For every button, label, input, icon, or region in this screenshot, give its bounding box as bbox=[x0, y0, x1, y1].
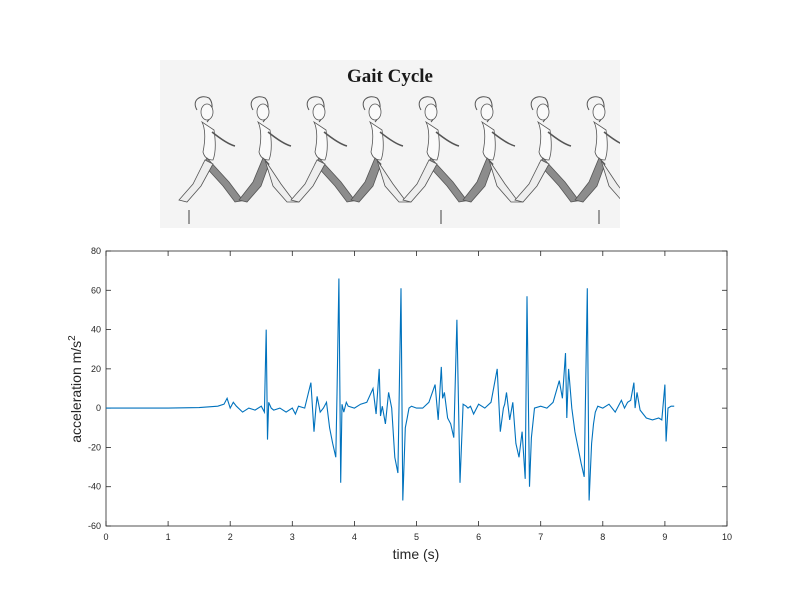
x-tick-label: 8 bbox=[600, 532, 605, 542]
walking-figure bbox=[178, 96, 248, 203]
x-tick-label: 4 bbox=[352, 532, 357, 542]
y-tick-label: 60 bbox=[91, 285, 101, 295]
y-tick-label: 80 bbox=[91, 246, 101, 256]
x-tick-label: 3 bbox=[290, 532, 295, 542]
y-tick-label: -60 bbox=[88, 521, 101, 531]
walking-figure bbox=[462, 96, 524, 203]
walking-figure bbox=[514, 96, 584, 203]
y-tick-label: 40 bbox=[91, 325, 101, 335]
illustration-title: Gait Cycle bbox=[346, 66, 433, 87]
y-tick-label: 0 bbox=[96, 403, 101, 413]
series-line bbox=[106, 278, 675, 501]
y-axis-label-superscript: 2 bbox=[67, 335, 78, 341]
walking-figure bbox=[290, 96, 360, 203]
x-tick-label: 6 bbox=[476, 532, 481, 542]
y-axis-label: acceleration m/s2 bbox=[67, 335, 84, 443]
x-tick-label: 0 bbox=[103, 532, 108, 542]
gait-cycle-illustration: Gait Cycle bbox=[160, 60, 636, 228]
x-axis-label: time (s) bbox=[393, 546, 440, 562]
walking-figure bbox=[238, 96, 300, 203]
x-tick-label: 5 bbox=[414, 532, 419, 542]
x-axis-ticks: 0 1 2 3 4 5 6 7 8 9 10 bbox=[103, 251, 732, 542]
walking-figures bbox=[178, 96, 636, 224]
walking-figure bbox=[350, 96, 412, 203]
x-tick-label: 1 bbox=[166, 532, 171, 542]
y-axis-ticks: -60 -40 -20 0 20 40 60 80 bbox=[88, 246, 727, 531]
x-tick-label: 10 bbox=[722, 532, 732, 542]
x-tick-label: 2 bbox=[228, 532, 233, 542]
y-tick-label: 20 bbox=[91, 364, 101, 374]
x-tick-label: 9 bbox=[662, 532, 667, 542]
y-tick-label: -40 bbox=[88, 482, 101, 492]
x-tick-label: 7 bbox=[538, 532, 543, 542]
y-tick-label: -20 bbox=[88, 442, 101, 452]
walking-figure bbox=[402, 96, 472, 203]
